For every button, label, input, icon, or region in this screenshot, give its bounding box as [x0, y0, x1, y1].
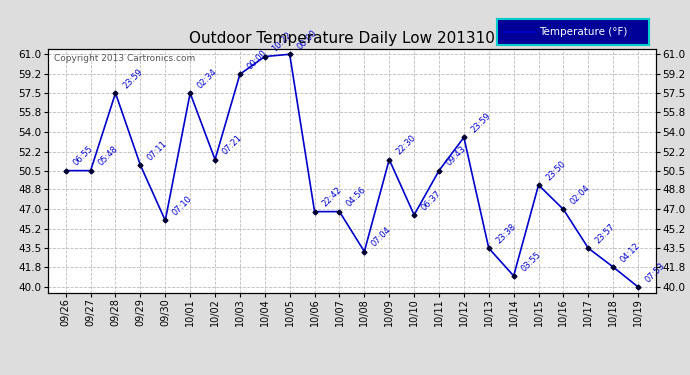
Text: 05:48: 05:48 — [96, 145, 119, 168]
Text: 03:55: 03:55 — [519, 250, 542, 273]
Text: 06:55: 06:55 — [71, 145, 95, 168]
Text: 00:00: 00:00 — [246, 48, 268, 72]
Title: Outdoor Temperature Daily Low 20131020: Outdoor Temperature Daily Low 20131020 — [189, 31, 515, 46]
Text: 22:42: 22:42 — [320, 186, 344, 209]
Text: 23:57: 23:57 — [594, 222, 617, 245]
Text: 07:04: 07:04 — [370, 225, 393, 249]
Text: 09:43: 09:43 — [444, 145, 468, 168]
Text: 02:04: 02:04 — [569, 183, 592, 207]
Text: 04:56: 04:56 — [345, 186, 368, 209]
Text: 22:30: 22:30 — [395, 134, 418, 157]
Text: 02:34: 02:34 — [196, 67, 219, 90]
Text: 23:59: 23:59 — [121, 67, 144, 90]
Text: 00:00: 00:00 — [295, 28, 318, 51]
Text: 23:38: 23:38 — [494, 222, 518, 245]
Text: 10:22: 10:22 — [270, 31, 293, 54]
Text: Temperature (°F): Temperature (°F) — [540, 27, 628, 37]
Text: 07:53: 07:53 — [644, 261, 667, 284]
Text: 06:37: 06:37 — [420, 189, 443, 212]
Text: 23:50: 23:50 — [544, 159, 567, 182]
Text: 07:10: 07:10 — [171, 195, 194, 218]
Text: Copyright 2013 Cartronics.com: Copyright 2013 Cartronics.com — [55, 54, 196, 63]
Text: 04:12: 04:12 — [619, 241, 642, 264]
Text: 07:11: 07:11 — [146, 139, 169, 162]
Text: 07:21: 07:21 — [221, 134, 244, 157]
Text: 23:59: 23:59 — [469, 111, 493, 135]
